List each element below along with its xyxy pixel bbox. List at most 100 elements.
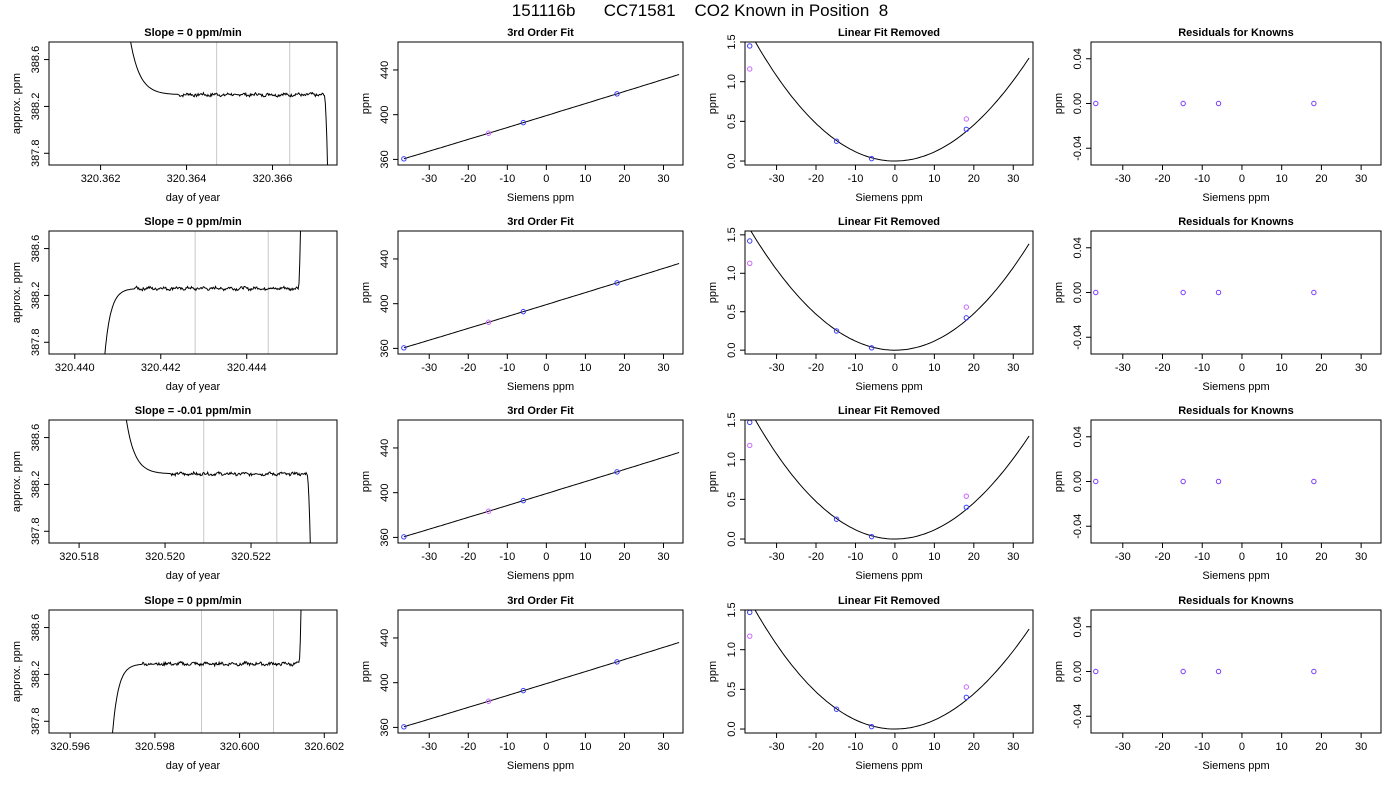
- x-tick-label: -30: [1115, 173, 1131, 185]
- x-axis-label: Siemens ppm: [507, 570, 574, 582]
- y-axis-label: ppm: [707, 471, 719, 492]
- y-tick-label: 360: [379, 528, 391, 546]
- x-axis-label: day of year: [166, 381, 221, 393]
- x-axis-label: Siemens ppm: [1202, 192, 1269, 204]
- x-tick-label: -20: [1155, 362, 1171, 374]
- fit-curve: [403, 263, 680, 349]
- data-point: [401, 345, 407, 351]
- x-tick-label: 10: [579, 173, 591, 185]
- x-tick-label: 10: [579, 551, 591, 563]
- data-point: [614, 659, 620, 665]
- x-tick-label: 0: [543, 173, 549, 185]
- y-tick-label: 0.04: [1072, 237, 1084, 258]
- y-axis-label: ppm: [360, 282, 372, 303]
- plot-title: Slope = 0 ppm/min: [144, 595, 242, 607]
- x-tick-label: 320.602: [304, 741, 344, 753]
- data-point: [963, 315, 970, 321]
- panel-3-3: Linear Fit Removed -30 -20 -10 0 10 20 30 Siemen…: [707, 405, 1034, 582]
- x-tick-label: 320.522: [231, 551, 271, 563]
- y-tick-label: 1.0: [726, 266, 738, 281]
- y-axis-label: ppm: [1053, 282, 1065, 303]
- panel-4-3: Linear Fit Removed -30 -20 -10 0 10 20 30 Siemen…: [707, 595, 1034, 772]
- x-tick-label: 30: [1007, 362, 1019, 374]
- y-tick-label: 1.5: [726, 34, 738, 49]
- data-point: [520, 687, 527, 694]
- data-point: [1093, 478, 1099, 485]
- x-tick-label: -30: [769, 362, 785, 374]
- y-tick-label: 0.04: [1072, 48, 1084, 69]
- x-tick-label: 30: [657, 362, 669, 374]
- x-tick-label: 0: [1239, 741, 1245, 753]
- x-tick-label: 10: [1276, 173, 1288, 185]
- panel-1-3: Linear Fit Removed -30 -20 -10 0 10 20 30 Siemen…: [707, 27, 1034, 204]
- y-tick-label: 440: [379, 629, 391, 647]
- data-point: [485, 508, 492, 514]
- y-axis-label: ppm: [1053, 471, 1065, 492]
- y-tick-label: 360: [379, 150, 391, 168]
- fit-curve: [403, 642, 680, 728]
- plot-frame: [48, 609, 338, 734]
- x-tick-label: 320.600: [220, 741, 260, 753]
- time-series-line: [125, 420, 311, 543]
- plot-title: Residuals for Knowns: [1178, 27, 1294, 39]
- panel-3-4: Residuals for Knowns -30 -20 -10 0 10 20 30 Siem…: [1053, 405, 1382, 582]
- y-tick-label: 400: [379, 674, 391, 692]
- x-tick-label: -30: [421, 362, 437, 374]
- x-tick-label: 320.598: [135, 741, 175, 753]
- data-point: [1180, 100, 1186, 107]
- y-tick-label: 388.6: [30, 424, 42, 452]
- data-point: [1093, 289, 1099, 296]
- x-tick-label: -10: [499, 551, 515, 563]
- x-tick-label: 20: [968, 173, 980, 185]
- data-point: [614, 91, 620, 97]
- x-tick-label: 20: [618, 173, 630, 185]
- plot-title: Linear Fit Removed: [838, 405, 940, 417]
- x-axis-label: Siemens ppm: [507, 192, 574, 204]
- data-point: [747, 419, 753, 426]
- x-tick-label: 30: [1355, 173, 1367, 185]
- data-point: [1311, 668, 1317, 675]
- x-tick-label: 30: [1355, 362, 1367, 374]
- x-tick-label: 320.596: [50, 741, 90, 753]
- data-point: [747, 260, 753, 266]
- x-tick-label: -30: [1115, 741, 1131, 753]
- x-tick-label: 20: [618, 551, 630, 563]
- data-point: [963, 304, 970, 310]
- x-axis-label: Siemens ppm: [855, 192, 922, 204]
- x-tick-label: -10: [1194, 362, 1210, 374]
- data-point: [1180, 668, 1186, 675]
- plot-title: Linear Fit Removed: [838, 216, 940, 228]
- x-axis-label: Siemens ppm: [1202, 381, 1269, 393]
- x-tick-label: 0: [892, 362, 898, 374]
- x-tick-label: -30: [1115, 551, 1131, 563]
- x-tick-label: -20: [808, 551, 824, 563]
- data-point: [1093, 100, 1099, 107]
- data-point: [868, 723, 875, 730]
- fit-curve: [750, 231, 1030, 351]
- y-tick-label: 440: [379, 439, 391, 457]
- y-tick-label: 400: [379, 484, 391, 502]
- y-tick-label: 388.6: [30, 614, 42, 642]
- x-tick-label: -10: [1194, 551, 1210, 563]
- x-axis-label: Siemens ppm: [855, 570, 922, 582]
- x-axis-label: Siemens ppm: [855, 760, 922, 772]
- y-axis-label: approx. ppm: [11, 262, 23, 323]
- x-tick-label: 0: [1239, 173, 1245, 185]
- panel-4-4: Residuals for Knowns -30 -20 -10 0 10 20 30 Siem…: [1053, 595, 1382, 772]
- x-tick-label: 0: [543, 551, 549, 563]
- plot-title: Slope = 0 ppm/min: [144, 216, 242, 228]
- y-tick-label: 440: [379, 61, 391, 79]
- y-tick-label: 388.6: [30, 235, 42, 263]
- data-point: [747, 66, 753, 72]
- x-tick-label: 30: [657, 741, 669, 753]
- data-point: [1180, 478, 1186, 485]
- data-point: [614, 469, 620, 475]
- data-point: [868, 155, 875, 162]
- x-tick-label: -30: [421, 741, 437, 753]
- x-tick-label: -30: [769, 551, 785, 563]
- y-tick-label: 0.00: [1072, 93, 1084, 114]
- x-tick-label: 10: [579, 362, 591, 374]
- y-tick-label: 387.8: [30, 708, 42, 736]
- x-axis-label: Siemens ppm: [1202, 570, 1269, 582]
- x-tick-label: -20: [1155, 741, 1171, 753]
